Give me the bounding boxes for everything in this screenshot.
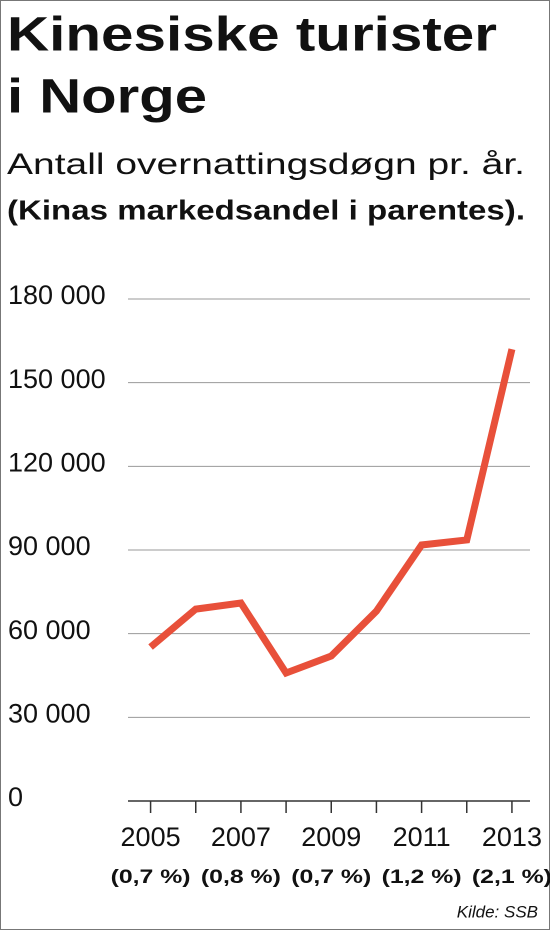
chart-title: Kinesiske turister bbox=[7, 9, 497, 62]
chart-subtitle: Antall overnattingsdøgn pr. år. bbox=[7, 148, 525, 181]
y-tick-label: 90 000 bbox=[8, 531, 91, 561]
x-tick-label: 2005 bbox=[121, 822, 181, 852]
data-line bbox=[148, 348, 516, 678]
x-tick-label: 2007 bbox=[211, 822, 271, 852]
y-tick-label: 60 000 bbox=[8, 615, 91, 645]
x-tick-label: 2011 bbox=[393, 822, 451, 852]
x-tick-sublabel: (0,7 %) bbox=[111, 867, 191, 888]
x-tick-label: 2013 bbox=[482, 822, 542, 852]
y-tick-label: 180 000 bbox=[8, 280, 106, 310]
source: Kilde: SSB bbox=[457, 902, 538, 921]
y-tick-label: 0 bbox=[8, 782, 23, 812]
chart-note: (Kinas markedsandel i parentes). bbox=[7, 194, 525, 225]
chart-title: i Norge bbox=[7, 71, 207, 124]
y-tick-label: 120 000 bbox=[8, 447, 106, 477]
x-tick-sublabel: (0,7 %) bbox=[291, 867, 371, 888]
y-tick-label: 150 000 bbox=[8, 364, 106, 394]
y-tick-label: 30 000 bbox=[8, 698, 91, 728]
x-tick-label: 2009 bbox=[301, 822, 361, 852]
x-tick-sublabel: (0,8 %) bbox=[201, 867, 281, 888]
x-tick-sublabel: (2,1 %) bbox=[472, 867, 550, 888]
x-tick-sublabel: (1,2 %) bbox=[382, 867, 462, 888]
